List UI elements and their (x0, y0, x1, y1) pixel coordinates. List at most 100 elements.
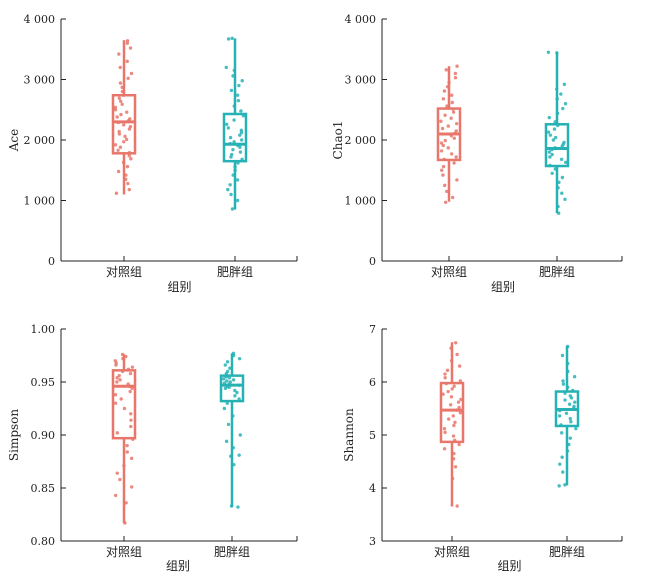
data-point (118, 378, 122, 382)
data-point (440, 126, 445, 131)
data-point (116, 148, 120, 152)
data-point (236, 143, 240, 148)
x-category-label: 对照组 (106, 545, 142, 559)
data-point (547, 115, 551, 120)
y-tick-label: 7 (369, 323, 376, 336)
data-point (126, 382, 130, 386)
box-control (111, 39, 137, 195)
data-point (445, 85, 450, 89)
y-tick-label: 2 000 (345, 134, 377, 147)
data-point (237, 356, 242, 361)
data-point (550, 152, 554, 157)
data-point (121, 93, 126, 97)
x-axis-label: 组别 (166, 559, 190, 573)
data-point (235, 93, 240, 97)
data-point (449, 346, 453, 350)
box-obese (544, 50, 570, 215)
data-point (225, 122, 229, 126)
y-tick-label: 4 000 (345, 13, 377, 26)
data-point (548, 155, 552, 159)
data-point (228, 141, 232, 146)
data-point (452, 161, 456, 165)
data-point (441, 97, 446, 101)
data-point (567, 402, 572, 406)
data-point (555, 97, 559, 101)
x-category-label: 对照组 (434, 545, 470, 559)
x-category-label: 肥胖组 (217, 265, 253, 279)
y-tick-label: 0.90 (31, 429, 56, 442)
data-point (457, 364, 462, 368)
data-point (237, 397, 241, 401)
data-point (226, 187, 230, 192)
y-tick-label: 0.95 (31, 376, 56, 389)
data-point (113, 393, 118, 397)
data-point (115, 376, 119, 380)
data-point (444, 381, 449, 386)
data-point (556, 211, 561, 215)
data-point (119, 397, 123, 401)
data-point (558, 408, 562, 413)
data-point (563, 197, 567, 201)
y-tick-label: 3 (369, 535, 376, 548)
data-point (113, 493, 118, 498)
data-point (449, 395, 454, 399)
data-point (440, 168, 444, 172)
data-point (451, 457, 456, 461)
data-point (125, 39, 130, 43)
data-point (237, 383, 242, 387)
data-point (452, 423, 456, 428)
data-point (451, 110, 456, 114)
data-point (232, 140, 236, 144)
data-point (120, 102, 124, 107)
data-point (442, 157, 446, 162)
data-point (546, 50, 551, 54)
data-point (455, 408, 459, 412)
data-point (233, 164, 237, 169)
x-category-label: 肥胖组 (539, 265, 575, 279)
data-point (561, 379, 565, 383)
y-axis-label: Chao1 (331, 121, 345, 160)
data-point (563, 391, 567, 395)
data-point (226, 422, 231, 427)
data-point (226, 126, 231, 130)
data-point (125, 110, 129, 114)
data-point (113, 143, 118, 147)
data-point (129, 157, 133, 161)
data-point (114, 191, 119, 195)
y-tick-label: 0 (48, 255, 55, 268)
data-point (451, 434, 456, 438)
data-point (130, 485, 134, 489)
data-point (115, 431, 120, 435)
data-point (454, 129, 458, 133)
data-point (455, 504, 459, 508)
data-point (236, 505, 240, 509)
data-point (127, 187, 131, 192)
iqr-box (219, 374, 245, 403)
data-point (451, 107, 455, 111)
data-point (553, 135, 558, 140)
data-point (557, 484, 561, 488)
data-point (128, 117, 132, 121)
data-point (117, 96, 122, 100)
data-point (225, 369, 230, 374)
data-point (126, 76, 130, 80)
data-point (120, 369, 125, 374)
y-tick-label: 5 (369, 429, 376, 442)
data-point (454, 121, 459, 126)
data-point (124, 137, 129, 142)
data-point (240, 157, 244, 162)
box-control (436, 64, 462, 205)
data-point (450, 387, 454, 391)
y-tick-label: 2 000 (24, 134, 56, 147)
data-point (561, 470, 565, 474)
data-point (443, 113, 447, 117)
data-point (441, 392, 445, 396)
data-point (443, 200, 448, 205)
data-point (553, 120, 557, 124)
data-point (557, 180, 561, 185)
data-point (230, 152, 234, 157)
data-point (453, 438, 457, 442)
data-point (117, 129, 121, 134)
data-point (564, 160, 568, 165)
data-point (450, 476, 455, 481)
